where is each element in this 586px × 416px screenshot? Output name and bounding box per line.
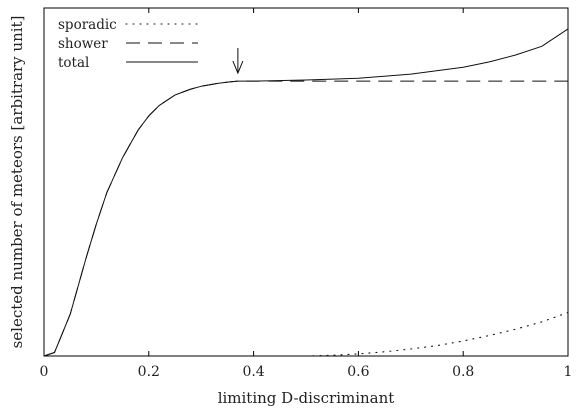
x-tick-label: 0.6 bbox=[347, 364, 369, 380]
x-tick-label: 0.2 bbox=[138, 364, 160, 380]
arrow-head bbox=[232, 60, 244, 75]
x-tick-label: 0.4 bbox=[242, 364, 264, 380]
legend: sporadic shower total bbox=[58, 17, 199, 71]
y-axis-label: selected number of meteors [arbitrary un… bbox=[8, 16, 26, 349]
legend-label-total: total bbox=[58, 55, 89, 71]
series-shower-line bbox=[43, 80, 568, 357]
annotation-arrow bbox=[232, 48, 244, 75]
x-tick-label: 0.8 bbox=[452, 364, 474, 380]
x-ticks bbox=[43, 8, 569, 356]
series-sporadic-line bbox=[305, 311, 569, 357]
x-tick-label: 1 bbox=[564, 364, 573, 380]
legend-label-shower: shower bbox=[58, 36, 108, 52]
series-total-line bbox=[43, 28, 569, 357]
x-tick-label: 0 bbox=[40, 364, 49, 380]
plot-frame bbox=[43, 7, 569, 357]
x-axis-label: limiting D-discriminant bbox=[218, 389, 395, 407]
x-tick-labels: 0 0.2 0.4 0.6 0.8 1 bbox=[40, 364, 573, 380]
series-layer bbox=[43, 28, 569, 357]
legend-label-sporadic: sporadic bbox=[58, 17, 117, 33]
